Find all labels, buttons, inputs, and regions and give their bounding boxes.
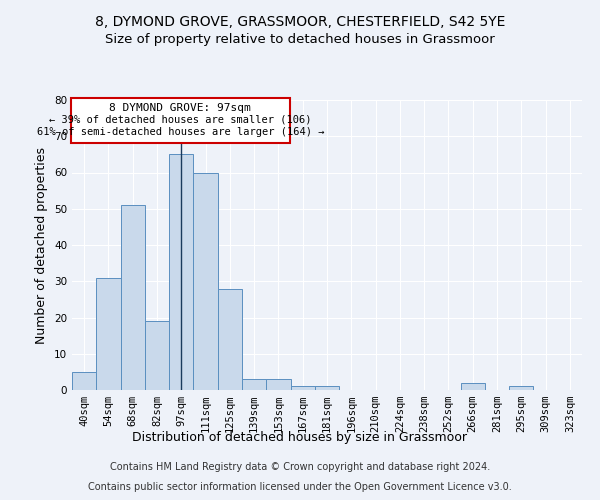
- Bar: [121, 205, 145, 390]
- Text: Contains public sector information licensed under the Open Government Licence v3: Contains public sector information licen…: [88, 482, 512, 492]
- Bar: [266, 379, 290, 390]
- Text: 8 DYMOND GROVE: 97sqm: 8 DYMOND GROVE: 97sqm: [109, 102, 251, 113]
- Bar: [461, 383, 485, 390]
- Text: Contains HM Land Registry data © Crown copyright and database right 2024.: Contains HM Land Registry data © Crown c…: [110, 462, 490, 472]
- Text: Size of property relative to detached houses in Grassmoor: Size of property relative to detached ho…: [105, 32, 495, 46]
- Bar: [145, 321, 169, 390]
- Y-axis label: Number of detached properties: Number of detached properties: [35, 146, 49, 344]
- Text: 8, DYMOND GROVE, GRASSMOOR, CHESTERFIELD, S42 5YE: 8, DYMOND GROVE, GRASSMOOR, CHESTERFIELD…: [95, 15, 505, 29]
- Bar: [242, 379, 266, 390]
- Bar: [96, 278, 121, 390]
- Bar: [169, 154, 193, 390]
- Bar: [218, 288, 242, 390]
- Bar: [315, 386, 339, 390]
- Bar: [72, 372, 96, 390]
- Bar: [290, 386, 315, 390]
- Text: Distribution of detached houses by size in Grassmoor: Distribution of detached houses by size …: [133, 431, 467, 444]
- Text: 61% of semi-detached houses are larger (164) →: 61% of semi-detached houses are larger (…: [37, 128, 324, 138]
- Text: ← 39% of detached houses are smaller (106): ← 39% of detached houses are smaller (10…: [49, 115, 311, 125]
- Bar: [509, 386, 533, 390]
- Bar: [193, 172, 218, 390]
